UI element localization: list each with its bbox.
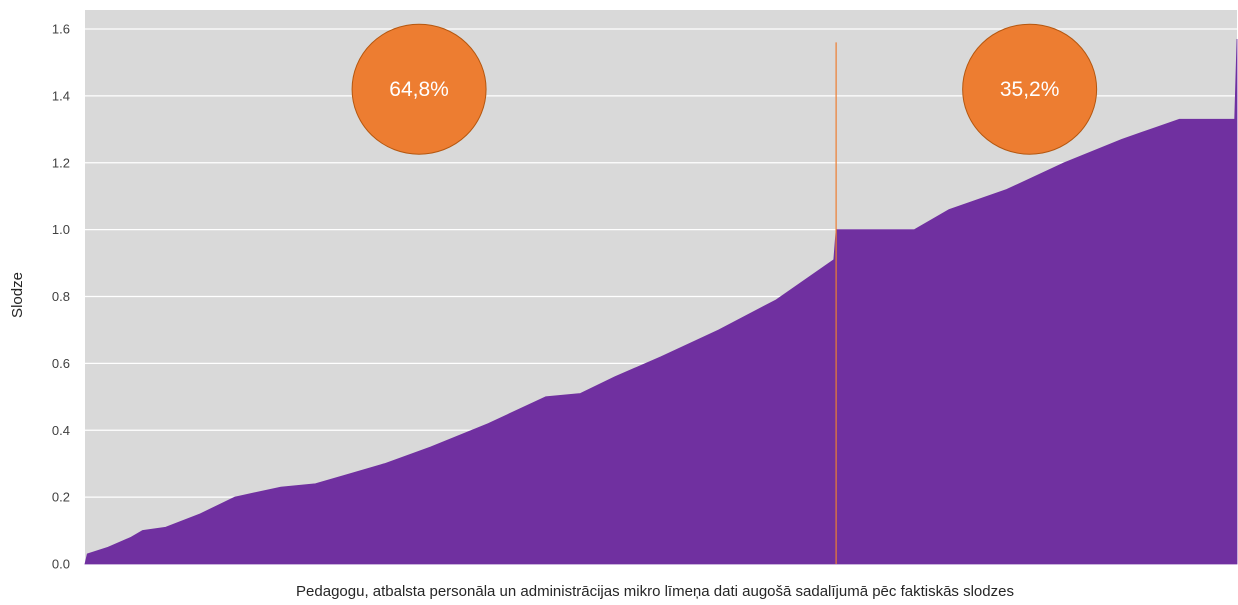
y-tick-label: 1.2 [52,155,70,170]
area-series [84,39,1238,565]
annotations: 64,8% 35,2% [351,23,1098,155]
annotation-label: 64,8% [389,78,449,101]
y-tick-label: 0.2 [52,490,70,505]
area-series-0 [84,39,1238,565]
y-tick-label: 1.4 [52,88,70,103]
y-tick-labels: 0.0 0.2 0.4 0.6 0.8 1.0 1.2 1.4 1.6 [52,22,70,572]
annotation-label: 35,2% [1000,78,1060,101]
y-tick-label: 1.6 [52,22,70,37]
y-tick-label: 0.8 [52,289,70,304]
annotation-bubble [962,23,1098,155]
y-tick-label: 0.0 [52,557,70,572]
annotation-bubble [351,23,487,155]
y-tick-label: 0.6 [52,356,70,371]
x-axis-title: Pedagogu, atbalsta personāla un administ… [296,583,1014,600]
y-axis-title: Slodze [9,272,26,318]
y-tick-label: 0.4 [52,423,70,438]
y-tick-label: 1.0 [52,222,70,237]
